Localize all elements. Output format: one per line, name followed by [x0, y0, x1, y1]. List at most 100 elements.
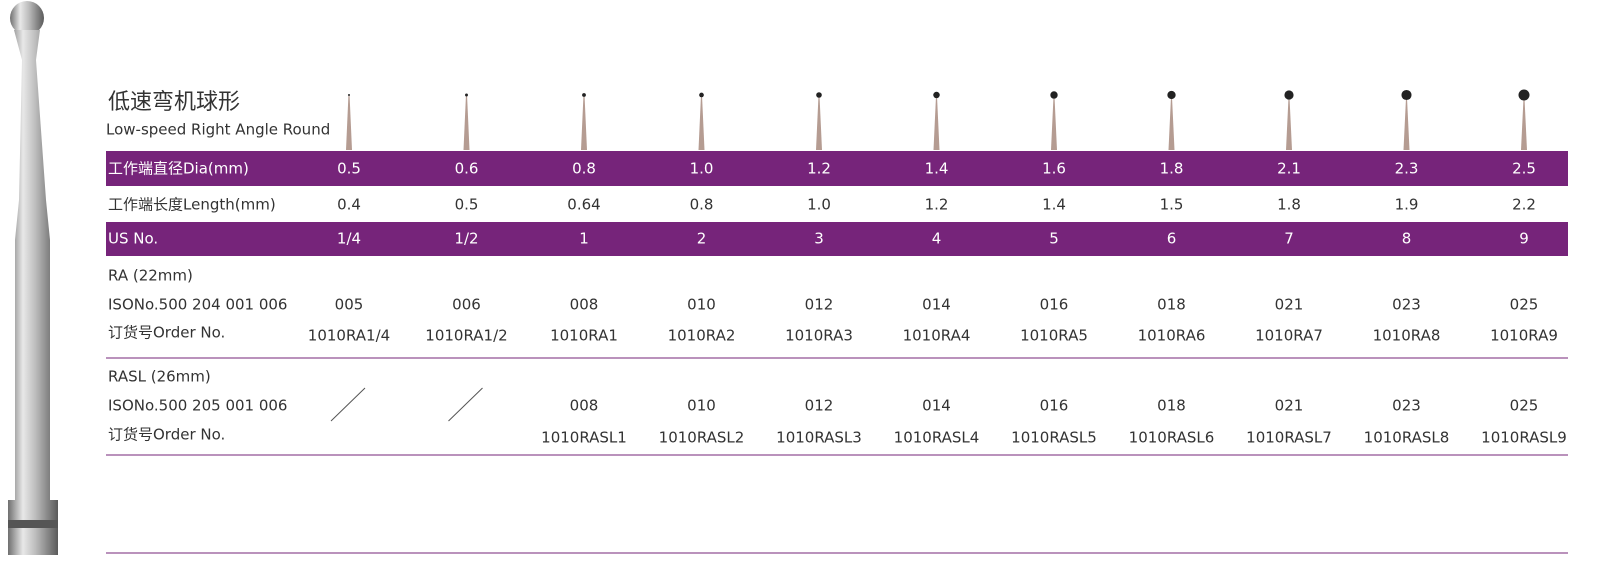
bur-head [816, 92, 822, 98]
cell: 1/2 [454, 230, 478, 248]
iso-code: 012 [805, 397, 834, 415]
cell: 3 [814, 230, 824, 248]
order-no: 1010RASL5 [1011, 429, 1097, 447]
row-label: 工作端长度Length(mm) [108, 196, 276, 214]
cell: 1.0 [690, 160, 714, 178]
iso-code: 021 [1275, 296, 1304, 314]
cell: 0.5 [337, 160, 361, 178]
order-no: 1010RA4 [903, 327, 971, 345]
row-label: US No. [108, 230, 158, 248]
order-no: 1010RASL2 [659, 429, 745, 447]
iso-code: 023 [1392, 296, 1421, 314]
cell: 1.4 [925, 160, 949, 178]
iso-code: 016 [1040, 397, 1069, 415]
row-label: 工作端直径Dia(mm) [108, 160, 249, 178]
not-available [330, 387, 366, 422]
band [106, 222, 1568, 256]
cell: 7 [1284, 230, 1294, 248]
order-no: 1010RASL8 [1364, 429, 1450, 447]
iso-code: 016 [1040, 296, 1069, 314]
bur-icon [1051, 98, 1057, 150]
cell: 0.8 [572, 160, 596, 178]
iso-code: 014 [922, 397, 951, 415]
cell: 2.3 [1395, 160, 1419, 178]
iso-code: 014 [922, 296, 951, 314]
iso-code: 012 [805, 296, 834, 314]
bur-head [1518, 89, 1530, 101]
cell: 1.0 [807, 196, 831, 214]
band [106, 151, 1568, 186]
cell: 5 [1049, 230, 1059, 248]
cell: 9 [1519, 230, 1529, 248]
iso-label: ISONo.500 205 001 006 [108, 397, 287, 415]
order-no: 1010RASL9 [1481, 429, 1567, 447]
order-no: 1010RASL1 [541, 429, 627, 447]
cell: 1.8 [1277, 196, 1301, 214]
bur-icon [1286, 99, 1292, 150]
cell: 1.2 [807, 160, 831, 178]
iso-code: 010 [687, 296, 716, 314]
order-no: 1010RASL4 [894, 429, 980, 447]
bur-icon [1521, 100, 1527, 150]
iso-code: 010 [687, 397, 716, 415]
iso-code: 023 [1392, 397, 1421, 415]
order-label: 订货号Order No. [108, 324, 225, 342]
bur-icon [581, 96, 587, 150]
bur-icon [698, 97, 705, 150]
bur-icon [816, 97, 822, 150]
iso-code: 025 [1510, 296, 1539, 314]
iso-label: ISONo.500 204 001 006 [108, 296, 287, 314]
order-no: 1010RA9 [1490, 327, 1558, 345]
block-label: RASL (26mm) [108, 368, 211, 386]
order-no: 1010RASL7 [1246, 429, 1332, 447]
order-no: 1010RA6 [1138, 327, 1206, 345]
bur-head [465, 93, 468, 97]
iso-code: 006 [452, 296, 481, 314]
cell: 0.6 [455, 160, 479, 178]
cell: 1.4 [1042, 196, 1066, 214]
cell: 2 [697, 230, 707, 248]
cell: 2.2 [1512, 196, 1536, 214]
iso-code: 008 [570, 397, 599, 415]
cell: 1.6 [1042, 160, 1066, 178]
iso-code: 021 [1275, 397, 1304, 415]
cell: 2.1 [1277, 160, 1301, 178]
bur-icon [1403, 100, 1410, 150]
bur-head [582, 93, 586, 97]
bur-head [1167, 90, 1176, 100]
bur-head [1050, 91, 1058, 99]
order-no: 1010RASL6 [1129, 429, 1215, 447]
bur-icon [463, 96, 470, 150]
iso-code: 018 [1157, 397, 1186, 415]
block-label: RA (22mm) [108, 267, 193, 285]
bur-head [1284, 90, 1294, 100]
cell: 1/4 [337, 230, 361, 248]
iso-code: 005 [335, 296, 364, 314]
cell: 4 [932, 230, 942, 248]
cell: 0.64 [567, 196, 600, 214]
cell: 0.8 [690, 196, 714, 214]
bur-icon [346, 96, 352, 150]
bur-head [933, 91, 940, 99]
bur-icon [1168, 99, 1175, 150]
iso-code: 008 [570, 296, 599, 314]
cell: 1.9 [1395, 196, 1419, 214]
cell: 1 [579, 230, 589, 248]
title: 低速弯机球形 [108, 90, 240, 115]
order-no: 1010RA8 [1373, 327, 1441, 345]
subtitle: Low-speed Right Angle Round [106, 121, 330, 139]
bur-head [699, 92, 704, 98]
order-no: 1010RA1 [550, 327, 618, 345]
bur-image [8, 1, 58, 555]
order-label: 订货号Order No. [108, 426, 225, 444]
cell: 1.8 [1160, 160, 1184, 178]
bur-head [1401, 89, 1412, 101]
bur-head [348, 94, 350, 96]
order-no: 1010RA5 [1020, 327, 1088, 345]
cell: 6 [1167, 230, 1177, 248]
cell: 2.5 [1512, 160, 1536, 178]
order-no: 1010RA2 [668, 327, 736, 345]
cell: 0.4 [337, 196, 361, 214]
order-no: 1010RA1/2 [425, 327, 507, 345]
